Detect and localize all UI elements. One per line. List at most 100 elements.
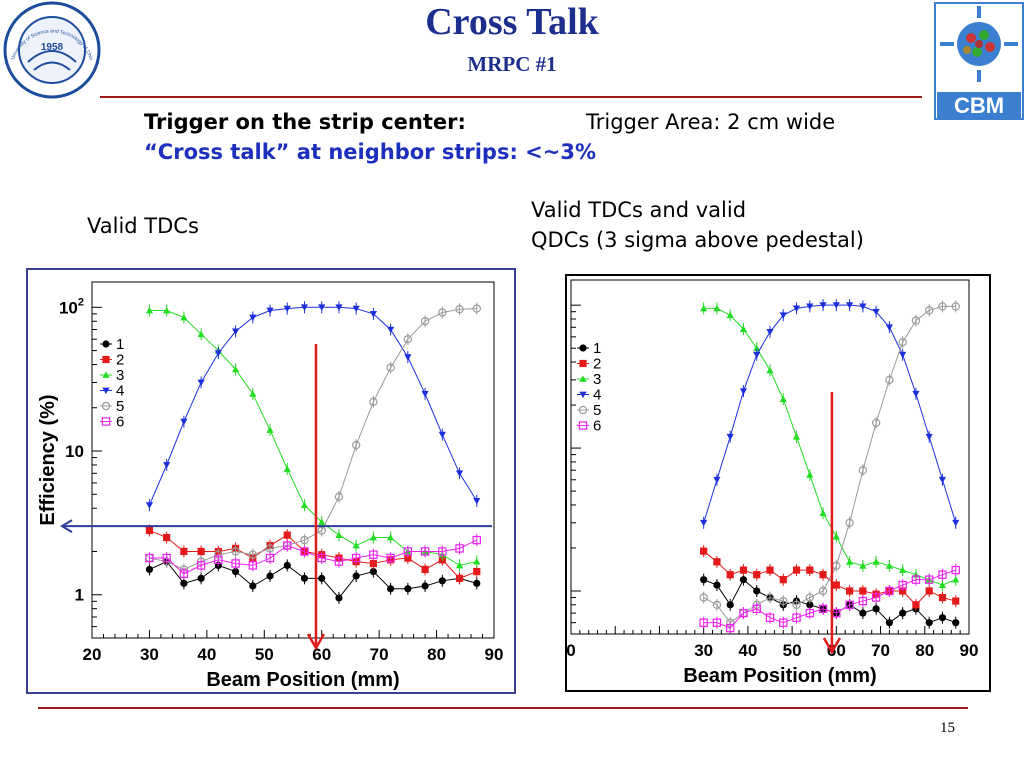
left-point-3 [180, 313, 188, 321]
left-point-6 [300, 547, 309, 556]
left-point-4 [180, 418, 188, 426]
right-point-2 [846, 587, 854, 595]
left-x-tick-label: 80 [427, 645, 446, 664]
left-point-2 [197, 547, 205, 556]
right-point-1 [885, 619, 893, 627]
right-point-3 [819, 509, 827, 517]
left-point-4 [335, 304, 343, 311]
left-point-1 [421, 582, 429, 590]
right-point-6 [779, 618, 788, 627]
left-point-6 [145, 553, 154, 563]
left-point-3 [318, 518, 326, 526]
left-point-6 [214, 555, 223, 565]
right-point-4 [700, 519, 708, 527]
left-point-1 [300, 574, 309, 582]
right-point-1 [806, 601, 814, 609]
right-point-6 [739, 608, 748, 618]
left-point-3 [335, 531, 343, 538]
left-y-tick-label: 1 [75, 586, 84, 605]
left-legend-label-6: 6 [116, 414, 124, 431]
left-point-5 [265, 544, 275, 553]
right-point-1 [713, 581, 721, 589]
right-point-4 [885, 324, 893, 331]
left-series-4 [145, 301, 481, 512]
footer-rule [38, 707, 968, 709]
right-series-3 [700, 302, 960, 592]
right-point-2 [832, 581, 840, 589]
right-point-3 [700, 304, 708, 312]
left-point-5 [472, 304, 481, 313]
left-point-6 [386, 553, 395, 563]
left-legend-label-2: 2 [116, 352, 124, 369]
left-point-5 [420, 317, 430, 326]
left-point-1 [352, 572, 360, 580]
right-x-tick-label: 70 [871, 641, 890, 660]
right-point-3 [885, 562, 893, 569]
left-point-4 [197, 379, 205, 387]
right-point-5 [885, 375, 894, 385]
right-point-6 [726, 623, 735, 633]
left-point-6 [420, 547, 430, 556]
left-series-line-4 [148, 306, 478, 506]
left-point-6 [455, 544, 464, 553]
right-point-1 [739, 576, 748, 584]
right-point-4 [779, 312, 787, 319]
right-point-6 [765, 613, 775, 622]
right-legend-label-3: 3 [593, 371, 601, 388]
right-point-2 [700, 547, 708, 555]
left-vertical-arrowhead [306, 633, 326, 651]
left-point-4 [369, 311, 377, 318]
left-point-4 [438, 431, 446, 439]
right-point-3 [753, 344, 761, 352]
right-point-6 [938, 570, 947, 579]
left-point-5 [248, 550, 257, 559]
right-point-5 [699, 593, 708, 602]
left-point-5 [300, 535, 309, 545]
right-point-3 [952, 576, 960, 583]
left-point-3 [473, 558, 481, 565]
right-point-5 [845, 518, 854, 527]
left-point-4 [455, 470, 464, 477]
right-point-5 [712, 600, 722, 610]
left-point-2 [369, 559, 377, 568]
right-point-6 [792, 613, 801, 622]
logo-year: 1958 [41, 42, 64, 53]
right-point-3 [846, 558, 854, 565]
right-point-4 [766, 329, 774, 336]
left-point-6 [369, 550, 378, 559]
right-point-6 [818, 604, 828, 614]
right-point-5 [818, 586, 828, 596]
right-legend-label-4: 4 [593, 387, 601, 404]
right-point-5 [951, 302, 960, 311]
right-point-1 [753, 587, 761, 595]
left-point-3 [387, 533, 395, 541]
cbm-logo: CBM [934, 2, 1024, 120]
left-legend-label-1: 1 [116, 336, 124, 353]
left-point-4 [145, 502, 154, 509]
left-legend-label-5: 5 [116, 398, 124, 415]
left-point-1 [335, 594, 343, 602]
right-point-6 [845, 600, 854, 610]
right-point-6 [871, 593, 881, 602]
right-point-1 [872, 605, 880, 613]
left-x-tick-label: 40 [197, 645, 216, 664]
left-point-1 [145, 565, 154, 574]
left-y-tick-label: 102 [59, 296, 84, 317]
left-point-3 [369, 533, 377, 541]
right-point-4 [806, 303, 814, 311]
left-point-5 [231, 547, 240, 556]
right-point-5 [792, 600, 801, 610]
right-series-line-4 [703, 304, 957, 523]
left-point-6 [351, 553, 361, 563]
right-point-2 [766, 566, 774, 574]
left-point-3 [300, 501, 309, 509]
left-point-4 [283, 305, 291, 313]
right-x-tick-label: 50 [783, 641, 802, 660]
right-point-5 [938, 302, 947, 311]
left-horizontal-arrowhead [60, 519, 73, 534]
right-point-2 [819, 571, 827, 579]
right-point-5 [911, 316, 921, 325]
right-point-3 [806, 471, 814, 478]
left-point-6 [472, 535, 481, 545]
cbm-logo-text: CBM [954, 93, 1004, 118]
